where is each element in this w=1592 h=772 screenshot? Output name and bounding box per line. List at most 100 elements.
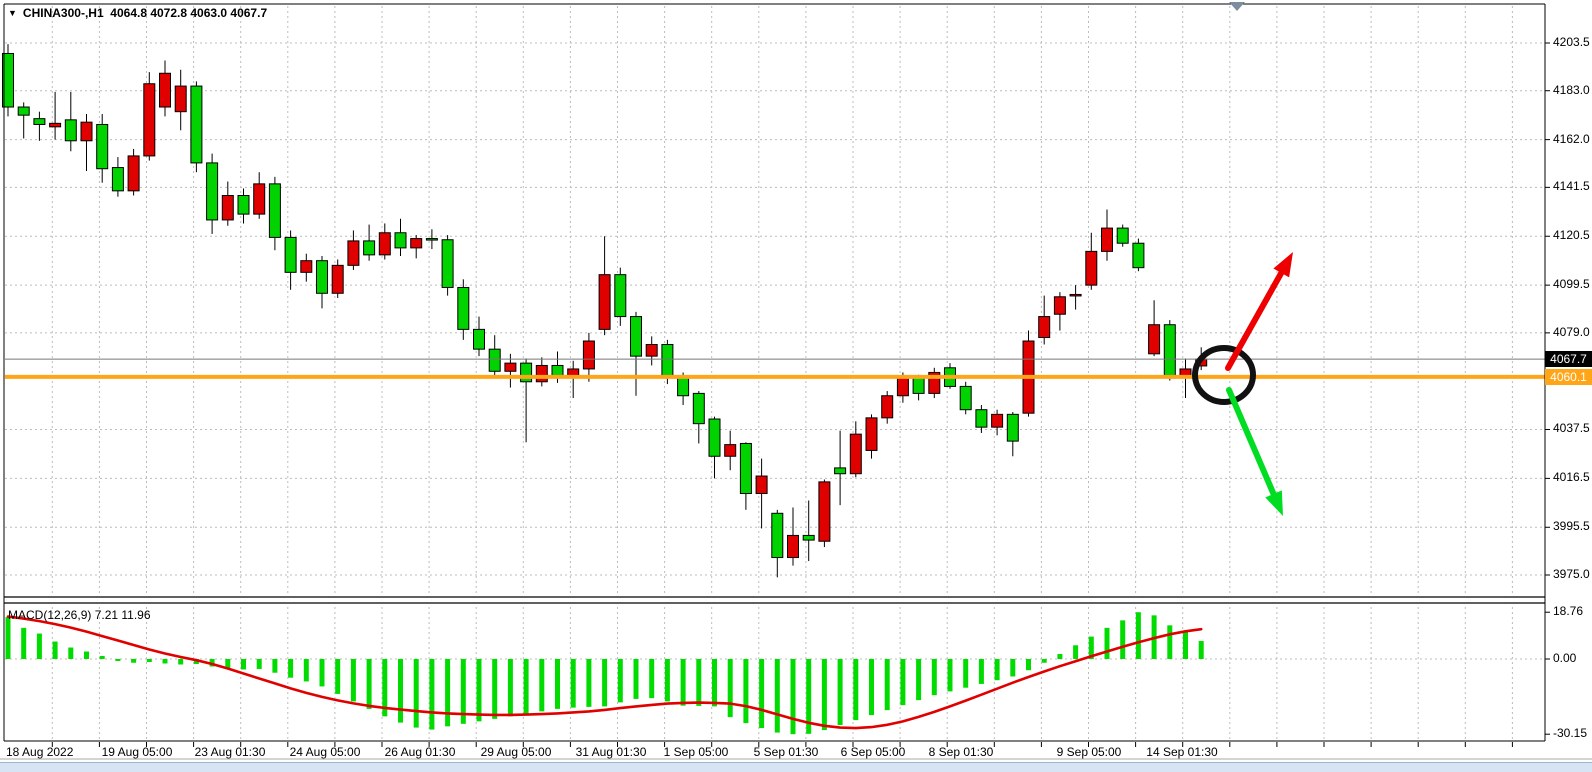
candle-body-up (127, 155, 140, 192)
time-axis-label: 5 Sep 01:30 (753, 745, 819, 759)
candle-body-down (520, 362, 533, 383)
time-axis-label: 29 Aug 05:00 (480, 745, 552, 759)
macd-histogram-bar (931, 659, 937, 696)
macd-histogram-bar (696, 659, 702, 706)
macd-histogram-bar (790, 659, 796, 735)
candle-body-up (535, 364, 548, 383)
macd-indicator-label: MACD(12,26,9) 7.21 11.96 (8, 608, 151, 622)
macd-histogram-bar (21, 627, 27, 659)
macd-histogram-bar (1135, 612, 1141, 659)
macd-histogram-bar (978, 659, 984, 684)
macd-histogram-bar (680, 659, 686, 706)
chart-title: ▼ CHINA300-,H1 4064.8 4072.8 4063.0 4067.… (8, 6, 267, 20)
annotation-down-arrow-head[interactable] (1265, 490, 1283, 516)
time-axis-label: 23 Aug 01:30 (194, 745, 266, 759)
candle-body-up (80, 121, 93, 142)
macd-histogram-bar (759, 659, 765, 729)
candle-body-down (771, 512, 784, 559)
candle-body-down (488, 348, 501, 372)
macd-histogram-bar (774, 659, 780, 733)
macd-histogram-bar (115, 659, 121, 661)
candle-body-down (677, 375, 690, 397)
candle-body-down (190, 85, 203, 164)
candle-body-up (1085, 250, 1098, 286)
candle-body-up (174, 85, 187, 113)
macd-histogram-bar (460, 659, 466, 724)
macd-histogram-bar (507, 659, 513, 717)
macd-histogram-bar (241, 659, 246, 670)
price-axis-label: 4203.5 (1553, 35, 1590, 49)
chart-shift-marker[interactable] (1229, 2, 1245, 11)
candle-body-up (331, 264, 344, 294)
candle-body-down (284, 236, 297, 273)
macd-histogram-bar (288, 659, 294, 678)
candle-body-up (347, 240, 360, 266)
candle-body-down (111, 167, 124, 192)
macd-histogram-bar (994, 659, 1000, 681)
macd-histogram-bar (84, 651, 89, 659)
candle-body-up (159, 72, 171, 108)
candle-body-up (1038, 316, 1051, 339)
macd-histogram-bar (916, 659, 922, 701)
candle-body-up (881, 395, 894, 419)
candle-body-down (316, 260, 328, 294)
symbol-dropdown-icon[interactable]: ▼ (8, 8, 17, 18)
macd-histogram-bar (837, 659, 843, 726)
time-axis-label: 31 Aug 01:30 (575, 745, 647, 759)
macd-histogram-bar (398, 659, 403, 723)
annotation-down-arrow-shaft[interactable] (1226, 387, 1277, 497)
macd-histogram-bar (602, 659, 608, 707)
candle-body-up (143, 83, 156, 157)
window-bottom-edge (0, 762, 1592, 772)
macd-histogram-bar (382, 659, 388, 717)
annotation-circle[interactable] (1192, 345, 1256, 405)
candle-body-up (410, 238, 423, 249)
candle-body-up (378, 232, 391, 256)
symbol-timeframe-label: CHINA300-,H1 (22, 6, 104, 20)
candle-body-down (473, 328, 485, 350)
macd-histogram-bar (539, 659, 545, 712)
price-axis-label: 4099.5 (1553, 277, 1590, 292)
time-axis-label: 14 Sep 01:30 (1146, 745, 1218, 759)
macd-histogram-bar (225, 659, 231, 668)
macd-histogram-bar (853, 659, 859, 721)
macd-histogram-bar (445, 659, 451, 727)
macd-axis-label: -30.15 (1553, 726, 1588, 741)
candle-body-down (17, 106, 30, 116)
candle-body-down (614, 274, 627, 318)
macd-histogram-bar (806, 659, 812, 734)
macd-histogram-bar (99, 656, 105, 659)
time-axis-label: 26 Aug 01:30 (384, 745, 456, 759)
macd-histogram-bar (319, 659, 325, 687)
macd-histogram-bar (633, 659, 639, 699)
annotation-up-arrow-head[interactable] (1273, 252, 1293, 278)
time-axis-label: 9 Sep 05:00 (1056, 745, 1122, 759)
candle-body-down (661, 344, 674, 377)
macd-histogram-bar (162, 659, 168, 664)
candle-body-up (991, 413, 1004, 428)
macd-histogram-bar (1073, 645, 1079, 659)
macd-histogram-bar (366, 659, 372, 709)
candle-body-up (818, 481, 831, 542)
time-axis-label: 24 Aug 05:00 (289, 745, 361, 759)
time-axis-label: 19 Aug 05:00 (101, 745, 173, 759)
candle-body-down (959, 385, 972, 411)
macd-histogram-bar (476, 659, 482, 722)
candle-body-up (896, 376, 909, 397)
candle-body-down (975, 409, 988, 428)
candle-body-up (300, 260, 313, 273)
candle-body-up (645, 344, 658, 357)
macd-axis-label: 0.00 (1553, 651, 1577, 665)
macd-histogram-bar (1010, 659, 1016, 677)
macd-axis-label: 18.76 (1553, 604, 1584, 619)
candle-body-up (928, 371, 941, 394)
macd-histogram-bar (335, 659, 341, 694)
macd-histogram-bar (1104, 627, 1110, 659)
macd-histogram-bar (68, 647, 74, 659)
price-axis-label: 4162.0 (1553, 131, 1590, 146)
candle-body-up (582, 340, 595, 370)
annotation-up-arrow-shaft[interactable] (1225, 269, 1285, 371)
macd-histogram-bar (617, 659, 623, 703)
macd-histogram-bar (1198, 641, 1204, 659)
